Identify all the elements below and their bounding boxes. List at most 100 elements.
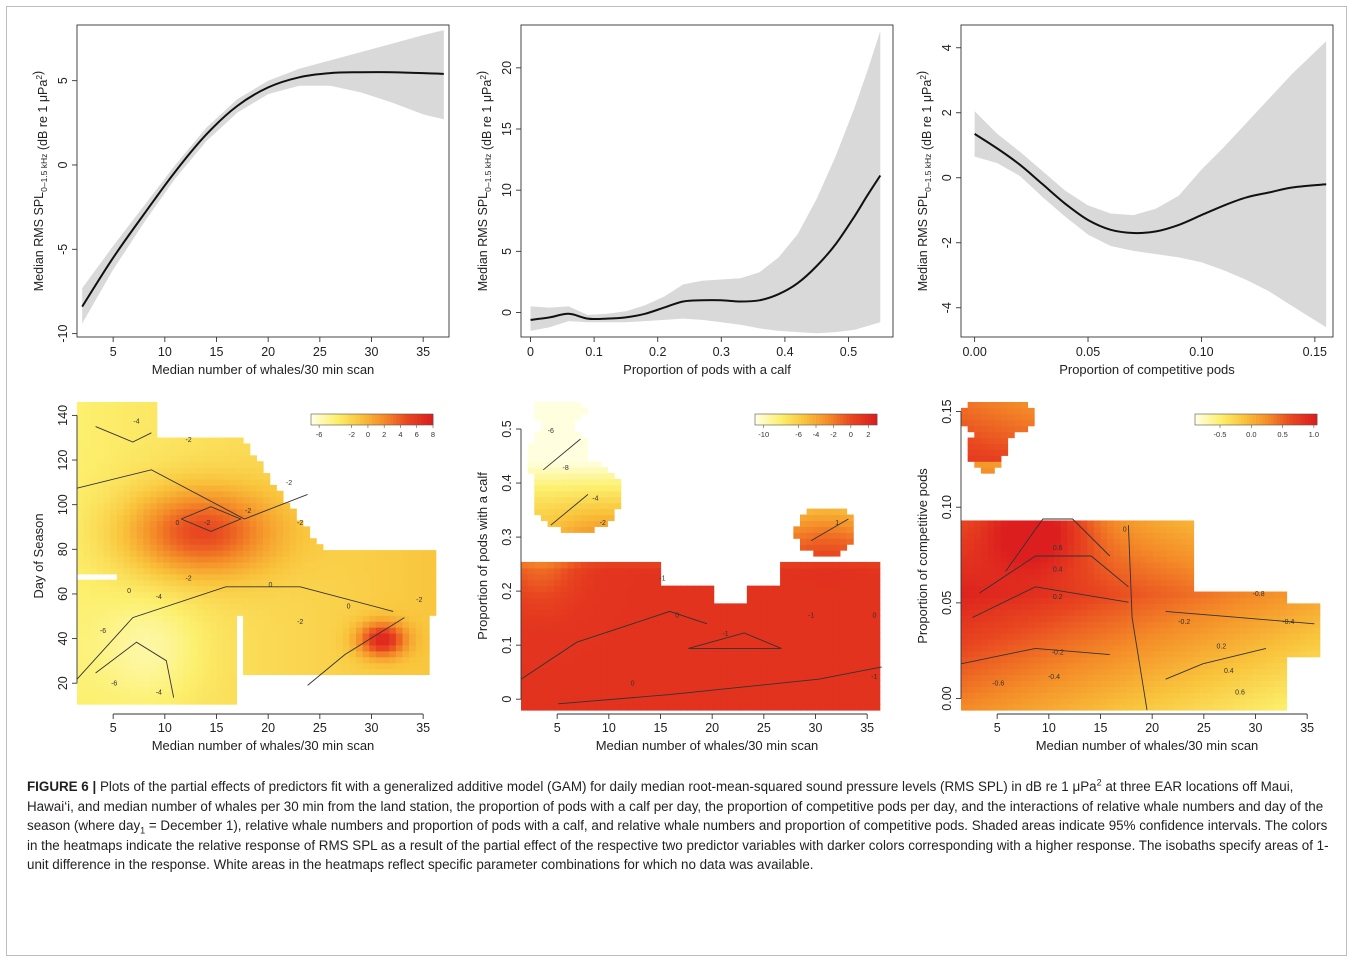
y-axis-label: Median RMS SPL0-1.5 kHz (dB re 1 μPa2)Me… — [31, 71, 50, 291]
heatmap-whales-calf: -6-8-4-2-10-10-1 01-15 10 15 20 25 30 3500.10.2… — [475, 402, 882, 753]
y-tick-label: 20 — [500, 61, 514, 75]
y-tick-label: 10 — [500, 183, 514, 197]
isobath-label: -1 — [808, 613, 814, 620]
y-tick-label: 2 — [940, 109, 954, 116]
isobath-line — [76, 469, 308, 520]
x-tick-label: 0.4 — [776, 345, 793, 359]
isobath-label: -2 — [245, 508, 251, 515]
isobath-label: -1 — [659, 576, 665, 583]
colorbar-tick-label: -10 — [758, 430, 769, 439]
x-tick-label: 0.3 — [713, 345, 730, 359]
fit-line — [81, 71, 444, 308]
caption-sub: 1 — [140, 825, 146, 836]
x-axis-label: Median number of whales/30 min scan — [596, 738, 819, 753]
x-axis-label: Median number of whales/30 min scan — [152, 738, 375, 753]
colorbar-tick-label: 2 — [866, 430, 870, 439]
colorbar-tick-label: 6 — [415, 430, 419, 439]
colorbar-tick-label: 0 — [849, 430, 853, 439]
isobath-label: 0.6 — [1235, 690, 1245, 697]
plot-frame — [960, 24, 1334, 338]
x-tick-label: 0.15 — [1303, 345, 1327, 359]
x-tick-label: 5 — [994, 721, 1001, 735]
panel-calf-line: 0 0.1 0.2 0.3 0.4 0.5 0 5 10 15 20 Proportion of po… — [465, 17, 901, 392]
isobath-label: 0 — [1123, 526, 1127, 533]
colorbar-legend: -10 -6 -4 -2 0 2 — [754, 413, 878, 439]
colorbar-legend: -0.5 0.0 0.5 1.0 — [1194, 413, 1319, 439]
isobath-label: -2 — [185, 576, 191, 583]
x-axis-label: Proportion of competitive pods — [1059, 362, 1235, 377]
x-tick-label: 15 — [210, 345, 224, 359]
colorbar-tick-label: 0.0 — [1246, 430, 1256, 439]
y-tick-label: 40 — [56, 632, 70, 646]
isobath-line — [307, 617, 405, 686]
isobath-label: -1 — [722, 631, 728, 638]
y-tick-label: 0.3 — [500, 528, 514, 545]
y-tick-label: 60 — [56, 587, 70, 601]
isobath-label: -6 — [548, 428, 554, 435]
x-tick-label: 10 — [158, 721, 172, 735]
y-tick-label: 0 — [500, 696, 514, 703]
x-axis-label: Median number of whales/30 min scan — [1036, 738, 1259, 753]
heat-cells — [521, 402, 881, 711]
heatmap-whales-competitive: 0.6 0.4 0.2 0 -0.2 -0.4 -0.6 -0.8 0.2 0.4 0.6 -0.2 -… — [915, 399, 1321, 753]
x-tick-label: 0.00 — [962, 345, 986, 359]
colorbar-tick-label: 1.0 — [1309, 430, 1319, 439]
isobath-label: -6 — [111, 680, 117, 687]
plot-frame — [520, 24, 894, 338]
x-tick-label: 35 — [860, 721, 874, 735]
x-tick-label: 25 — [313, 345, 327, 359]
y-tick-label: 0 — [940, 174, 954, 181]
y-tick-label: 0 — [56, 161, 70, 168]
isobath-label: -4 — [156, 690, 162, 697]
x-tick-label: 20 — [1145, 721, 1159, 735]
y-tick-label: 0.5 — [500, 420, 514, 437]
figure-frame: 5 10 15 20 25 30 35 -10 -5 0 5 Median number of wha… — [6, 6, 1347, 956]
isobath-label: -6 — [100, 628, 106, 635]
caption-text-3: = December 1), relative whale numbers an… — [27, 818, 1329, 873]
isobath-label: -2 — [297, 520, 303, 527]
colorbar-tick-label: -2 — [348, 430, 355, 439]
isobath-label: 0 — [175, 520, 179, 527]
isobath-label: -0.2 — [1052, 650, 1064, 657]
y-tick-label: 20 — [56, 676, 70, 690]
x-tick-label: 35 — [416, 345, 430, 359]
isobath-label: -2 — [286, 480, 292, 487]
x-tick-label: 0.1 — [585, 345, 602, 359]
panel-competitive-heatmap: 0.6 0.4 0.2 0 -0.2 -0.4 -0.6 -0.8 0.2 0.4 0.6 -0.2 -… — [905, 392, 1341, 762]
isobath-line — [520, 610, 708, 680]
isobath-line — [95, 641, 175, 698]
x-tick-label: 0.05 — [1076, 345, 1100, 359]
y-tick-label: 0.05 — [940, 591, 954, 615]
colorbar-tick-label: 0.5 — [1277, 430, 1287, 439]
caption-unit: μPa — [1072, 779, 1097, 794]
y-axis-label: Median RMS SPL0-1.5 kHz (dB re 1 μPa2)Me… — [475, 71, 494, 291]
isobath-line — [95, 426, 152, 443]
isobath-line — [1165, 610, 1315, 625]
y-tick-label: 0.00 — [940, 686, 954, 710]
isobath-label: -0.8 — [1253, 591, 1265, 598]
x-tick-label: 15 — [210, 721, 224, 735]
isobath-label: 0.4 — [1053, 566, 1063, 573]
isobath-line — [558, 666, 882, 705]
isobath-line — [76, 586, 394, 680]
y-tick-label: -10 — [56, 325, 70, 343]
x-tick-label: 20 — [261, 345, 275, 359]
x-tick-label: 0.2 — [649, 345, 666, 359]
x-tick-label: 25 — [313, 721, 327, 735]
x-tick-label: 20 — [705, 721, 719, 735]
y-tick-label: -4 — [940, 302, 954, 313]
isobath-line — [979, 555, 1129, 594]
y-tick-label: 5 — [56, 77, 70, 84]
colorbar-tick-label: 8 — [431, 430, 435, 439]
y-axis-label: Day of Season — [31, 513, 46, 598]
isobath-label: 0 — [675, 613, 679, 620]
colorbar-tick-label: -4 — [813, 430, 820, 439]
isobath-line — [972, 586, 1129, 619]
y-tick-label: 5 — [500, 248, 514, 255]
figure-caption: FIGURE 6 | Plots of the partial effects … — [27, 777, 1337, 875]
y-tick-label: 0.15 — [940, 399, 954, 423]
y-tick-label: 0.4 — [500, 474, 514, 491]
isobath-line — [1005, 518, 1111, 572]
colorbar-tick-label: 2 — [382, 430, 386, 439]
panel-competitive-line: 0.00 0.05 0.10 0.15 -4 -2 0 2 4 Proportion of com… — [905, 17, 1341, 392]
